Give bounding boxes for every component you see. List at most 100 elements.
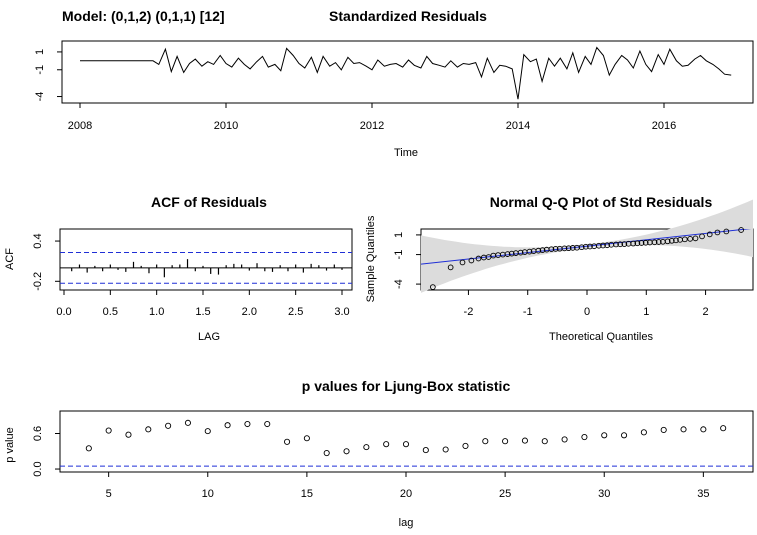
ljung-box-x-tick-label: 35 bbox=[697, 488, 709, 500]
ljung-box-point bbox=[660, 426, 667, 434]
residuals-y-tick-label: 1 bbox=[34, 49, 46, 55]
ljung-box-point bbox=[264, 420, 271, 428]
qq-point bbox=[673, 237, 679, 244]
qq-x-tick-label: 0 bbox=[584, 306, 590, 318]
acf-x-tick-label: 0.0 bbox=[56, 306, 71, 318]
ljung-box-point bbox=[581, 434, 588, 441]
qq-point bbox=[447, 264, 454, 271]
acf-x-tick-label: 1.0 bbox=[149, 306, 164, 318]
ljung-box-point bbox=[204, 428, 211, 435]
qq-point bbox=[578, 244, 585, 251]
qq-point bbox=[630, 240, 637, 247]
qq-point bbox=[582, 243, 589, 250]
ljung-box-x-tick-label: 25 bbox=[499, 488, 511, 500]
qq-x-tick-label: 2 bbox=[703, 306, 709, 318]
ljung-box-point bbox=[165, 422, 172, 429]
qq-point bbox=[526, 248, 533, 255]
qq-point bbox=[430, 284, 436, 290]
qq-point bbox=[699, 233, 705, 240]
qq-point bbox=[651, 239, 658, 246]
qq-point bbox=[664, 238, 671, 245]
qq-point bbox=[517, 249, 524, 256]
ljung-box-x-tick-label: 30 bbox=[598, 488, 610, 500]
ljung-box-point bbox=[343, 448, 350, 455]
model-label: Model: (0,1,2) (0,1,1) [12] bbox=[62, 8, 225, 24]
residuals-x-tick-label: 2014 bbox=[506, 120, 530, 132]
ljung-box-point bbox=[621, 432, 628, 439]
qq-point bbox=[687, 235, 694, 242]
qq-y-label: Sample Quantiles bbox=[365, 215, 377, 302]
ljung-box-point bbox=[85, 445, 92, 452]
qq-point bbox=[535, 247, 542, 254]
qq-point bbox=[692, 235, 699, 242]
qq-point bbox=[508, 250, 515, 257]
qq-point bbox=[642, 239, 649, 246]
ljung-box-point bbox=[720, 425, 727, 432]
residuals-x-label: Time bbox=[394, 147, 418, 159]
standardized-residuals-title: Standardized Residuals bbox=[329, 8, 487, 24]
qq-point bbox=[552, 246, 559, 252]
ljung-box-point bbox=[700, 426, 707, 433]
ljung-box-point bbox=[442, 446, 449, 453]
ljung-box-x-tick-label: 15 bbox=[301, 488, 313, 500]
ljung-box-x-label: lag bbox=[399, 517, 414, 529]
ljung-box-point bbox=[402, 441, 410, 448]
ljung-box-point bbox=[184, 419, 191, 426]
qq-point bbox=[655, 239, 662, 245]
ljung-box-y-tick-label: 0.0 bbox=[32, 461, 44, 476]
qq-point bbox=[561, 245, 568, 252]
qq-point bbox=[617, 241, 624, 248]
qq-point bbox=[738, 227, 744, 233]
acf-y-tick-label: 0.4 bbox=[32, 233, 44, 248]
residuals-y-tick-label: -1 bbox=[34, 65, 46, 75]
qq-point bbox=[604, 242, 611, 249]
acf-x-tick-label: 1.5 bbox=[195, 306, 210, 318]
ljung-box-title: p values for Ljung-Box statistic bbox=[302, 378, 511, 394]
qq-point bbox=[596, 242, 602, 249]
ljung-box-point bbox=[323, 449, 330, 457]
ljung-box-point bbox=[224, 422, 231, 429]
qq-point bbox=[475, 255, 482, 262]
qq-point bbox=[714, 229, 721, 236]
qq-y-tick-label: 1 bbox=[393, 232, 405, 238]
ljung-box-y-tick-label: 0.6 bbox=[32, 426, 44, 441]
ljung-box-point bbox=[125, 431, 132, 438]
residuals-x-tick-label: 2010 bbox=[214, 120, 238, 132]
qq-point bbox=[459, 259, 466, 266]
qq-point bbox=[569, 245, 576, 251]
ljung-box-point bbox=[521, 437, 528, 444]
qq-point bbox=[539, 247, 546, 254]
acf-y-tick-label: -0.2 bbox=[32, 272, 44, 291]
residuals-x-tick-label: 2012 bbox=[360, 120, 384, 132]
ljung-box-point bbox=[145, 426, 152, 433]
ljung-box-point bbox=[383, 441, 390, 448]
qq-point bbox=[681, 236, 688, 243]
qq-point bbox=[504, 251, 511, 257]
acf-x-label: LAG bbox=[198, 331, 220, 343]
acf-x-tick-label: 2.0 bbox=[242, 306, 257, 318]
qq-point bbox=[706, 231, 713, 238]
qq-point bbox=[668, 237, 675, 244]
residuals-series-line bbox=[80, 46, 732, 100]
ljung-box-point bbox=[284, 438, 291, 445]
qq-y-tick-label: -1 bbox=[393, 250, 405, 260]
ljung-box-x-tick-label: 10 bbox=[202, 488, 214, 500]
qq-point bbox=[468, 257, 475, 264]
qq-point bbox=[600, 242, 606, 249]
ljung-box-point bbox=[482, 438, 489, 445]
ljung-box-y-label: p value bbox=[4, 427, 16, 462]
qq-point bbox=[613, 241, 619, 248]
residuals-x-tick-label: 2016 bbox=[652, 120, 676, 132]
qq-point bbox=[723, 228, 730, 235]
qq-x-tick-label: -1 bbox=[523, 306, 533, 318]
qq-y-tick-label: -4 bbox=[393, 279, 405, 289]
acf-y-label: ACF bbox=[4, 248, 16, 270]
acf-title: ACF of Residuals bbox=[151, 194, 267, 210]
ljung-box-point bbox=[105, 427, 112, 434]
residuals-x-tick-label: 2008 bbox=[68, 120, 92, 132]
qq-title: Normal Q-Q Plot of Std Residuals bbox=[490, 194, 713, 210]
qq-point bbox=[634, 240, 641, 247]
ljung-box-point bbox=[422, 447, 429, 454]
qq-x-label: Theoretical Quantiles bbox=[549, 331, 653, 343]
ljung-box-point bbox=[462, 442, 469, 449]
